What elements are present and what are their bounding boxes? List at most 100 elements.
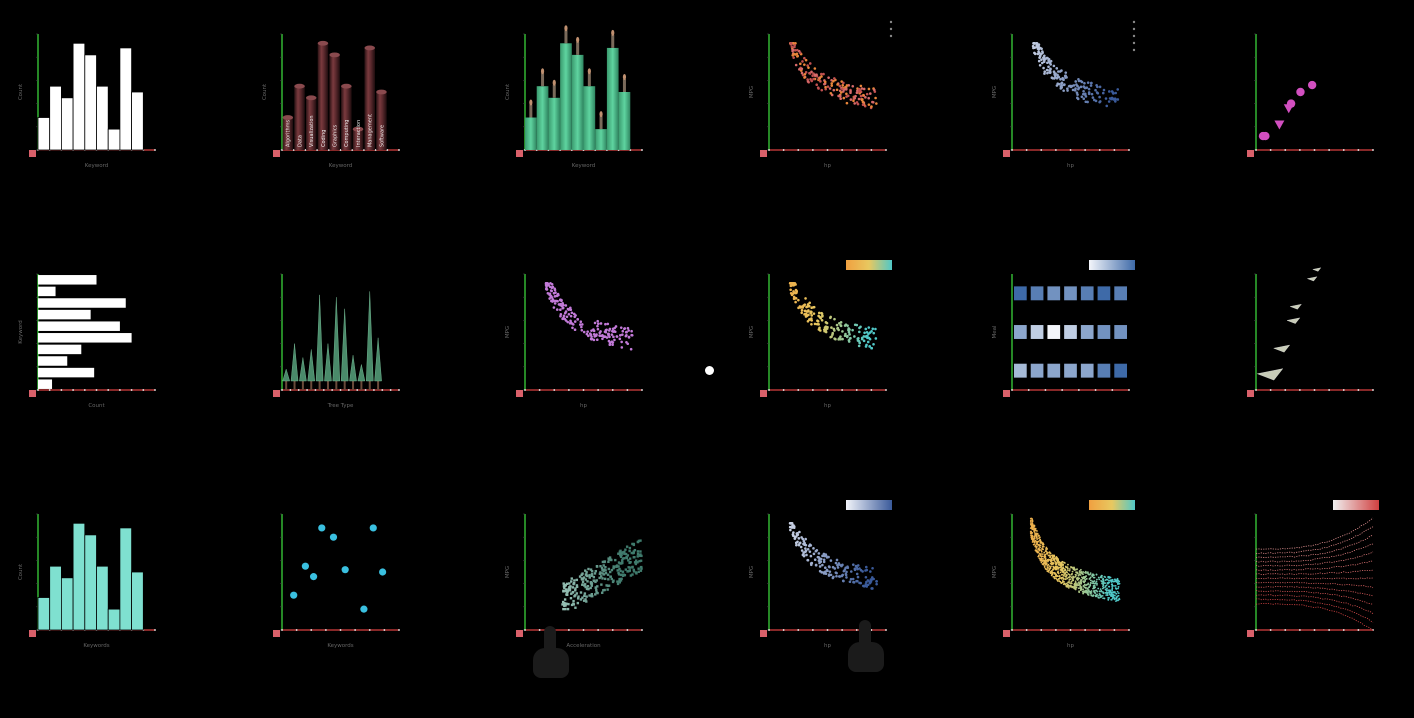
point [1077,571,1079,574]
point [802,539,805,543]
point [1090,81,1094,85]
chart-c16: hp MPG [731,492,967,718]
point [640,565,643,569]
tree-trunk [359,380,362,390]
point [855,91,859,95]
point [1065,578,1068,581]
point [818,565,822,568]
point [596,319,600,323]
point [1043,58,1046,62]
point [1117,582,1120,585]
bar-label: Interaction [355,120,361,147]
point [1058,572,1060,575]
x-tick [826,389,829,391]
point [803,73,806,76]
point [1058,578,1061,580]
point [845,570,848,574]
point [620,577,624,580]
point [602,589,605,592]
point [1046,56,1050,60]
bar [96,565,109,631]
point [1084,583,1087,586]
x-tick [72,389,74,391]
x-tick [1255,629,1257,631]
point [847,327,850,330]
point [792,56,795,59]
point [618,578,621,581]
x-tick [1069,629,1072,631]
point [823,80,827,84]
point [1080,582,1083,585]
point [809,78,812,81]
point [800,71,804,75]
point [1108,596,1111,599]
point [831,576,834,580]
x-tick [95,389,98,391]
bar [365,291,374,382]
point [1073,84,1076,87]
point [791,282,795,285]
x-tick [372,389,375,391]
axis-origin-marker [29,630,36,637]
x-tick [1284,629,1287,631]
x-tick [1113,149,1116,151]
point [847,330,851,334]
point [590,592,594,596]
x-tick [383,629,385,631]
point [1038,59,1041,63]
point [1087,592,1090,595]
scatter-chart: hp MPG [505,273,644,409]
point [1063,570,1065,573]
point [1062,566,1065,569]
point [810,314,813,317]
axis-origin-marker [516,390,524,397]
point [1034,545,1037,548]
point [576,585,579,589]
point [587,567,590,571]
point [840,87,844,91]
point [626,342,630,346]
point [1055,67,1059,70]
point [562,607,565,611]
point [838,94,842,98]
point [829,326,833,329]
point [579,323,582,326]
point [1069,584,1072,587]
point [863,331,866,335]
point [812,312,816,315]
point [869,105,873,108]
candle-flame [576,36,580,43]
x-tick [280,149,283,151]
ball-marker [329,533,337,541]
point [865,568,868,572]
point [606,322,610,326]
x-tick [107,389,110,391]
point [871,566,874,570]
x-tick [1298,389,1301,391]
point [1103,586,1105,589]
x-tick [1128,629,1131,631]
point [573,579,576,582]
point [1042,559,1045,562]
x-tick [841,629,843,631]
bar [317,43,328,150]
point [800,60,804,63]
point [843,334,847,338]
point [594,580,597,584]
point [1062,89,1066,92]
x-tick [1026,149,1028,151]
point [593,335,597,338]
point [808,301,811,305]
point [585,332,589,336]
point [639,553,642,556]
point [625,330,628,334]
x-tick [362,149,365,151]
point [803,303,806,306]
point [598,572,602,575]
heatmap-cell [1081,286,1094,301]
point [1082,590,1085,593]
point [575,578,579,582]
point [855,566,858,569]
point [602,573,606,576]
point [592,575,596,579]
